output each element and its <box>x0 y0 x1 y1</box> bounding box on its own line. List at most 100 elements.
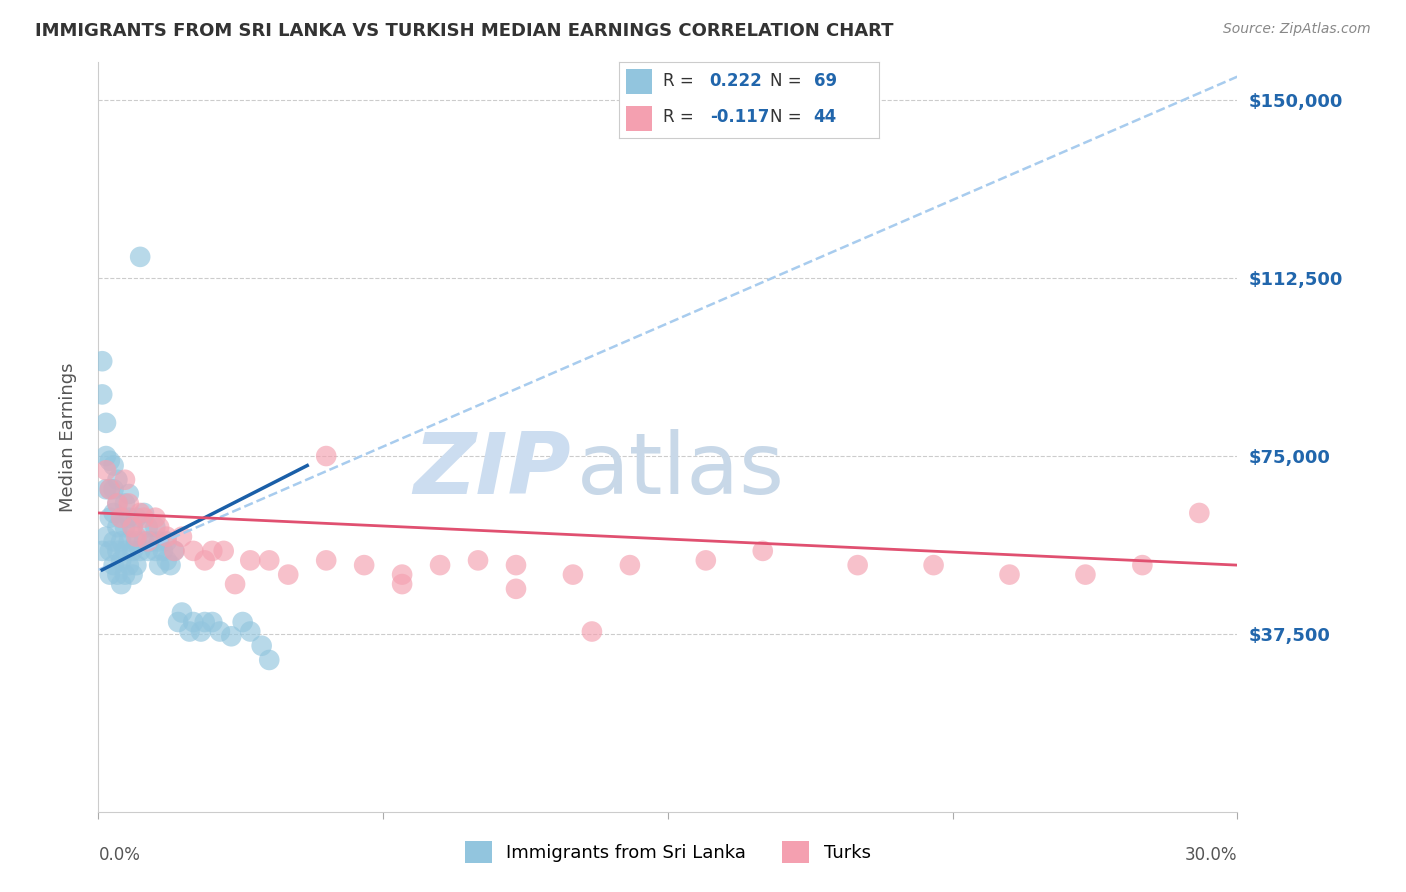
Text: N =: N = <box>769 71 807 89</box>
Point <box>156 534 179 549</box>
Text: 44: 44 <box>814 108 837 126</box>
Text: R =: R = <box>662 108 699 126</box>
Point <box>163 544 186 558</box>
Point <box>132 534 155 549</box>
Point <box>170 530 193 544</box>
Text: 69: 69 <box>814 71 837 89</box>
Point <box>118 496 141 510</box>
Text: -0.117: -0.117 <box>710 108 769 126</box>
Point <box>129 506 152 520</box>
Point <box>118 487 141 501</box>
Point <box>145 510 167 524</box>
Point <box>91 544 114 558</box>
Point <box>132 510 155 524</box>
Point <box>136 534 159 549</box>
Point <box>98 510 121 524</box>
Point <box>467 553 489 567</box>
Point <box>208 624 231 639</box>
Point <box>103 534 125 549</box>
Point <box>91 387 114 401</box>
Point <box>148 520 170 534</box>
Point <box>114 496 136 510</box>
Point <box>221 629 243 643</box>
Point <box>179 624 201 639</box>
Point <box>118 558 141 573</box>
Point <box>98 544 121 558</box>
Point <box>232 615 254 629</box>
Point <box>201 615 224 629</box>
Y-axis label: Median Earnings: Median Earnings <box>59 362 77 512</box>
Point <box>145 520 167 534</box>
Text: IMMIGRANTS FROM SRI LANKA VS TURKISH MEDIAN EARNINGS CORRELATION CHART: IMMIGRANTS FROM SRI LANKA VS TURKISH MED… <box>35 22 894 40</box>
Point <box>391 577 413 591</box>
Point <box>315 449 337 463</box>
Point <box>163 544 186 558</box>
Point <box>190 624 212 639</box>
Point <box>94 463 117 477</box>
Point <box>129 544 152 558</box>
Point <box>121 544 143 558</box>
Point <box>136 544 159 558</box>
Point <box>170 606 193 620</box>
Point <box>315 553 337 567</box>
Point <box>183 544 205 558</box>
Point <box>752 544 775 558</box>
Point <box>562 567 585 582</box>
Point <box>91 354 114 368</box>
Point <box>103 482 125 496</box>
Point <box>136 520 159 534</box>
Point <box>141 534 163 549</box>
Point <box>167 615 190 629</box>
Point <box>94 482 117 496</box>
Point <box>129 250 152 264</box>
Point <box>250 639 273 653</box>
Point <box>107 473 129 487</box>
Point <box>121 520 143 534</box>
Point <box>581 624 603 639</box>
Point <box>107 567 129 582</box>
Point <box>118 534 141 549</box>
Point <box>125 534 148 549</box>
Point <box>194 615 217 629</box>
Legend: Immigrants from Sri Lanka, Turks: Immigrants from Sri Lanka, Turks <box>457 834 879 870</box>
Point <box>94 530 117 544</box>
Point <box>110 577 132 591</box>
Point <box>94 449 117 463</box>
Point <box>110 510 132 524</box>
Text: 0.0%: 0.0% <box>98 847 141 864</box>
Point <box>94 416 117 430</box>
Point <box>114 473 136 487</box>
Point <box>277 567 299 582</box>
Bar <box>627 70 652 95</box>
Point <box>118 510 141 524</box>
Point <box>239 624 262 639</box>
Point <box>107 496 129 510</box>
Point <box>201 544 224 558</box>
Point <box>98 454 121 468</box>
Point <box>110 553 132 567</box>
Bar <box>627 105 652 130</box>
Point <box>121 567 143 582</box>
Point <box>114 567 136 582</box>
Point <box>159 558 181 573</box>
Text: 30.0%: 30.0% <box>1185 847 1237 864</box>
Point <box>156 553 179 567</box>
Point <box>114 520 136 534</box>
Point <box>391 567 413 582</box>
Text: Source: ZipAtlas.com: Source: ZipAtlas.com <box>1223 22 1371 37</box>
Point <box>110 510 132 524</box>
Point <box>125 530 148 544</box>
Point <box>125 558 148 573</box>
Point <box>619 558 641 573</box>
Point <box>194 553 217 567</box>
Point <box>922 558 945 573</box>
Point <box>505 582 527 596</box>
Point <box>98 482 121 496</box>
Point <box>103 506 125 520</box>
Point <box>103 458 125 473</box>
Point <box>353 558 375 573</box>
Point <box>114 544 136 558</box>
Text: ZIP: ZIP <box>413 429 571 512</box>
Point <box>1188 506 1211 520</box>
Point <box>148 558 170 573</box>
